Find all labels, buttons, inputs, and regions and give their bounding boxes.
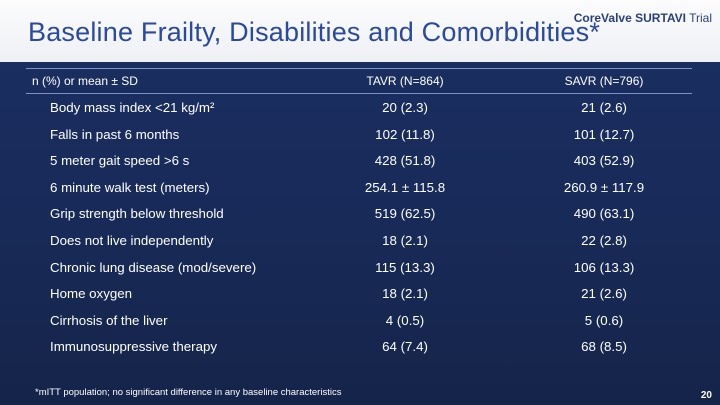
savr-value: 22 (2.8) (581, 232, 627, 248)
row-label: Chronic lung disease (mod/severe) (50, 259, 257, 275)
row-label: Does not live independently (50, 232, 214, 248)
savr-value: 490 (63.1) (573, 206, 635, 222)
table-row: Home oxygen 18 (2.1) 21 (2.6) (50, 281, 710, 308)
row-label: Cirrhosis of the liver (50, 312, 168, 328)
tavr-value: 64 (7.4) (382, 339, 428, 355)
savr-value: 5 (0.6) (584, 312, 624, 328)
header-savr: SAVR (N=796) (564, 74, 644, 88)
table-row: Immunosuppressive therapy 64 (7.4) 68 (8.5… (50, 334, 710, 361)
row-label: Home oxygen (50, 286, 133, 302)
table-row: Body mass index <21 kg/m² 20 (2.3) 21 (2.6… (50, 95, 710, 122)
savr-value: 21 (2.6) (581, 100, 627, 115)
tavr-value: 4 (0.5) (385, 312, 425, 328)
trial-logo: CoreValve SURTAVI Trial (574, 11, 712, 25)
tavr-value: 18 (2.1) (382, 232, 428, 248)
table-row: 6 minute walk test (meters) 254.1 ± 115.8… (50, 175, 710, 202)
row-label: Body mass index <21 kg/m² (50, 100, 215, 115)
savr-value: 260.9 ± 117.9 (563, 179, 645, 195)
title-bar: Baseline Frailty, Disabilities and Comor… (0, 0, 720, 62)
row-label: Falls in past 6 months (50, 126, 180, 142)
slide-title: Baseline Frailty, Disabilities and Comor… (28, 17, 601, 47)
row-label: 6 minute walk test (meters) (50, 179, 210, 195)
footnote: *mITT population; no significant differe… (35, 387, 342, 398)
tavr-value: 428 (51.8) (374, 153, 436, 169)
tavr-value: 115 (13.3) (375, 259, 435, 275)
table-row: Does not live independently 18 (2.1) 22 (2… (50, 228, 710, 255)
tavr-value: 102 (11.8) (375, 126, 435, 142)
savr-value: 403 (52.9) (573, 153, 635, 169)
table-row: Chronic lung disease (mod/severe) 115 (13… (50, 255, 710, 282)
savr-value: 68 (8.5) (581, 339, 627, 355)
table-header: n (%) or mean ± SD TAVR (N=864) SAVR (N=… (26, 68, 692, 94)
tavr-value: 254.1 ± 115.8 (364, 179, 446, 195)
table-row: Grip strength below threshold 519 (62.5) 4… (50, 201, 710, 228)
tavr-value: 18 (2.1) (382, 286, 428, 302)
trial-logo-suffix: Trial (685, 11, 712, 25)
tavr-value: 519 (62.5) (374, 206, 436, 222)
savr-value: 106 (13.3) (573, 259, 635, 275)
table-row: Cirrhosis of the liver 4 (0.5) 5 (0.6) (50, 308, 710, 335)
table-body: Body mass index <21 kg/m² 20 (2.3) 21 (2.6… (50, 95, 710, 361)
savr-value: 21 (2.6) (581, 286, 627, 302)
tavr-value: 20 (2.3) (382, 100, 428, 115)
table-row: 5 meter gait speed >6 s 428 (51.8) 403 (52… (50, 148, 710, 175)
table-row: Falls in past 6 months 102 (11.8) 101 (12.… (50, 122, 710, 149)
page-number: 20 (700, 390, 712, 401)
row-label: Immunosuppressive therapy (50, 339, 218, 355)
row-label: Grip strength below threshold (50, 206, 224, 222)
row-label: 5 meter gait speed >6 s (50, 153, 190, 169)
trial-logo-name: CoreValve SURTAVI (573, 11, 686, 25)
header-label: n (%) or mean ± SD (32, 74, 138, 88)
savr-value: 101 (12.7) (573, 126, 635, 142)
header-tavr: TAVR (N=864) (366, 74, 444, 88)
